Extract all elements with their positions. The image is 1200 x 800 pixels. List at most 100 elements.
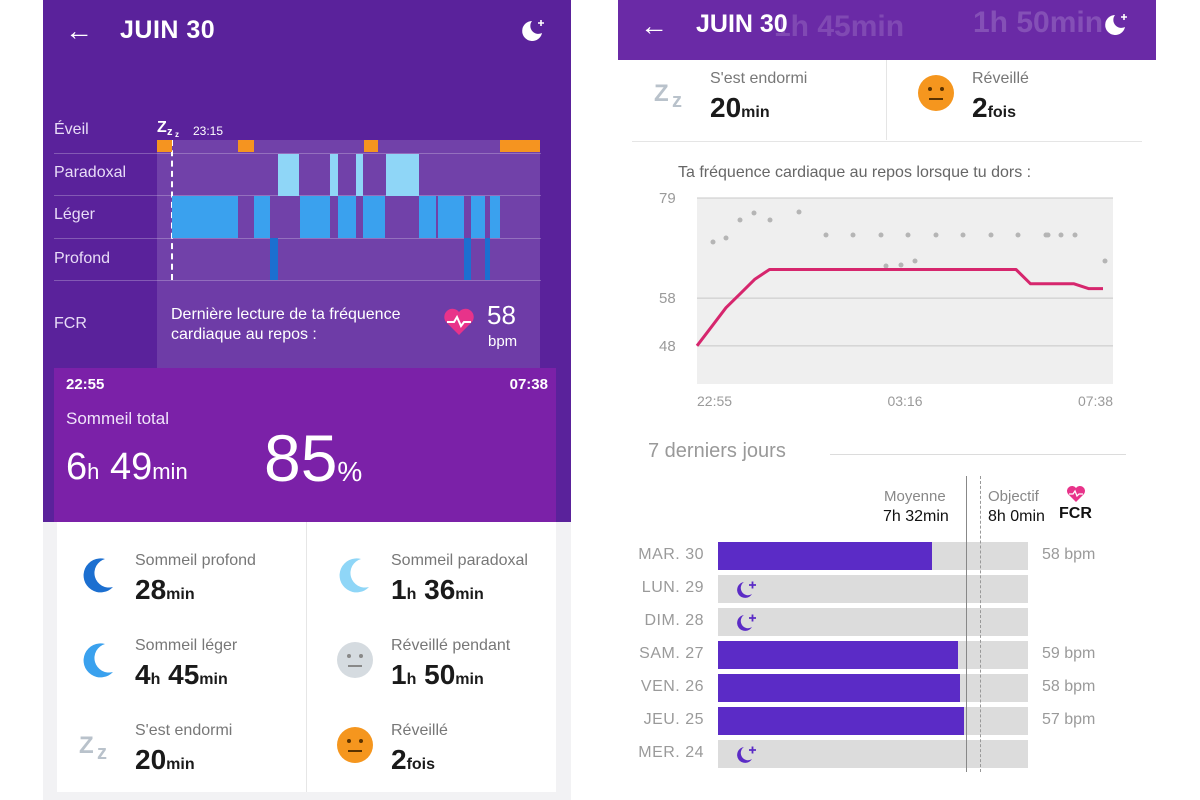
sleep-efficiency: 85% xyxy=(264,421,363,495)
stat-deep: Sommeil profond 28min xyxy=(57,522,297,605)
svg-text:Z: Z xyxy=(79,732,94,759)
day-row[interactable]: MAR. 30 58 bpm xyxy=(618,542,1156,570)
arrow-left-icon[interactable]: ← xyxy=(640,10,668,41)
stat-label: S'est endormi xyxy=(710,70,808,87)
stat-label: S'est endormi xyxy=(135,722,233,739)
stat-label: Sommeil paradoxal xyxy=(391,552,528,569)
sleep-bar-track xyxy=(718,575,1028,603)
stage-light xyxy=(363,196,385,238)
stat-value: 28min xyxy=(135,574,195,605)
day-row[interactable]: LUN. 29 xyxy=(618,575,1156,603)
goal-marker xyxy=(980,476,981,772)
fcr-value: 58 xyxy=(487,300,516,330)
day-row[interactable]: SAM. 27 59 bpm xyxy=(618,641,1156,669)
divider xyxy=(54,238,541,239)
svg-text:z: z xyxy=(672,90,682,112)
sleep-start: 22:55 xyxy=(66,376,105,393)
heart-rate-line xyxy=(695,268,1103,347)
y-tick-label: 58 xyxy=(659,290,676,307)
day-label: VEN. 26 xyxy=(640,678,704,695)
stat-awake-duration: Réveillé pendant 1h 50min xyxy=(313,607,553,690)
stat-label: Réveillé xyxy=(972,70,1029,87)
divider xyxy=(830,454,1126,455)
sleep-bar xyxy=(718,707,964,735)
svg-text:z: z xyxy=(97,742,107,764)
goal-value: 8h 0min xyxy=(988,508,1045,525)
total-sleep-card: 22:55 07:38 Sommeil total 6h 49min 85% xyxy=(54,368,556,522)
day-label: MER. 24 xyxy=(638,744,704,761)
stage-awake xyxy=(500,140,540,152)
stat-value: 4h 45min xyxy=(135,659,228,690)
reading-dot xyxy=(850,232,856,238)
day-bpm: 57 bpm xyxy=(1042,711,1096,728)
section-title: 7 derniers jours xyxy=(648,440,786,462)
stage-light xyxy=(300,196,330,238)
stage-awake xyxy=(157,140,172,152)
reading-dot xyxy=(1015,232,1021,238)
sleep-bar-track xyxy=(718,740,1028,768)
reading-dot xyxy=(723,235,729,241)
reading-dot xyxy=(905,232,911,238)
divider xyxy=(306,522,307,792)
average-label: Moyenne xyxy=(884,488,946,505)
stage-rem xyxy=(278,154,299,196)
stage-light xyxy=(438,196,464,238)
day-label: MAR. 30 xyxy=(638,546,704,563)
scrolled-under-text: 1h 50min xyxy=(973,6,1104,39)
header: 1h 45min 1h 50min ← JUIN 30 xyxy=(618,0,1156,60)
sad-face-icon xyxy=(918,75,954,111)
stage-light xyxy=(172,196,238,238)
sleep-bar xyxy=(718,641,958,669)
stage-rem xyxy=(330,154,338,196)
heart-rate-chart: 79 58 48 22:55 03:16 07:38 xyxy=(659,190,1113,409)
stat-value: 2fois xyxy=(391,744,436,775)
day-row[interactable]: MER. 24 xyxy=(618,740,1156,768)
add-sleep-moon-icon[interactable] xyxy=(734,613,760,633)
day-row[interactable]: DIM. 28 xyxy=(618,608,1156,636)
heart-rate-icon xyxy=(1067,486,1085,502)
sleep-start-time: 23:15 xyxy=(193,124,224,138)
reading-dot xyxy=(751,210,757,216)
row-label-profond: Profond xyxy=(54,250,111,267)
fcr-description: Dernière lecture de ta fréquence cardiaq… xyxy=(171,306,401,343)
stat-value: 2fois xyxy=(972,92,1017,123)
arrow-left-icon[interactable]: ← xyxy=(65,15,93,46)
reading-dot xyxy=(883,263,889,269)
chart-plot-area xyxy=(697,198,1113,384)
row-label-paradoxal: Paradoxal xyxy=(54,164,127,181)
reading-dot xyxy=(898,262,904,268)
sleep-stats-grid: Sommeil profond 28min Sommeil paradoxal … xyxy=(57,522,556,792)
total-sleep-duration: 6h 49min xyxy=(66,446,188,488)
stat-woke-up: Réveillé 2fois xyxy=(894,40,1134,123)
moon-plus-icon[interactable] xyxy=(1102,12,1128,38)
moon-plus-icon[interactable] xyxy=(519,18,545,44)
svg-text:z: z xyxy=(175,130,179,138)
day-bpm: 59 bpm xyxy=(1042,645,1096,662)
average-marker xyxy=(966,476,967,772)
stat-label: Réveillé xyxy=(391,722,448,739)
stage-deep xyxy=(270,238,278,280)
heart-rate-icon xyxy=(444,308,474,335)
stat-value: 1h 36min xyxy=(391,574,484,605)
stat-woke-up: Réveillé 2fois xyxy=(313,692,553,775)
goal-label: Objectif xyxy=(988,488,1039,505)
add-sleep-moon-icon[interactable] xyxy=(734,745,760,765)
stage-light xyxy=(471,196,485,238)
add-sleep-moon-icon[interactable] xyxy=(734,580,760,600)
day-row[interactable]: JEU. 25 57 bpm xyxy=(618,707,1156,735)
total-sleep-label: Sommeil total xyxy=(66,409,169,428)
stage-rem xyxy=(386,154,419,196)
stage-deep xyxy=(464,238,471,280)
divider xyxy=(54,280,541,281)
average-value: 7h 32min xyxy=(883,508,949,525)
stat-rem: Sommeil paradoxal 1h 36min xyxy=(313,522,553,605)
reading-dot xyxy=(960,232,966,238)
day-bpm: 58 bpm xyxy=(1042,678,1096,695)
day-row[interactable]: VEN. 26 58 bpm xyxy=(618,674,1156,702)
reading-dot xyxy=(767,217,773,223)
